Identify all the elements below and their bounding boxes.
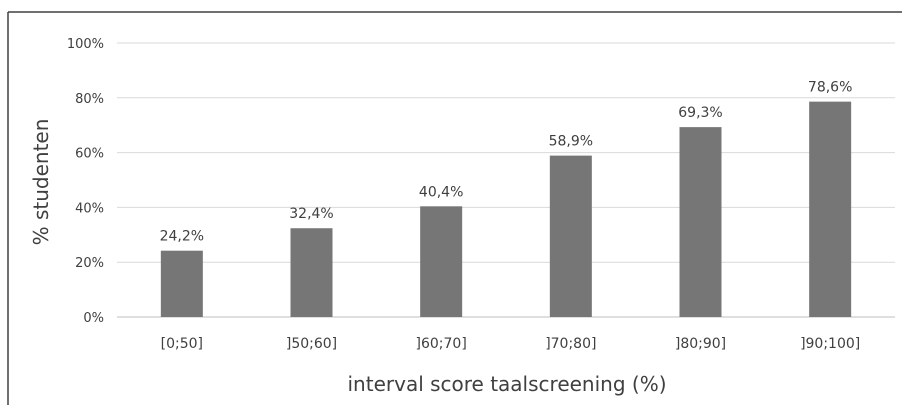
- category-labels: [0;50] ]50;60] ]60;70] ]70;80] ]80;90] ]90;10…: [161, 336, 861, 352]
- category-label: ]60;70]: [416, 336, 467, 352]
- data-labels: 24,2% 32,4% 40,4% 58,9% 69,3% 78,6%: [160, 80, 853, 245]
- data-label: 32,4%: [289, 206, 333, 222]
- y-tick-label: 60%: [75, 147, 104, 162]
- category-label: ]80;90]: [675, 336, 726, 352]
- x-axis-title: interval score taalscreening (%): [348, 372, 667, 396]
- bar: [160, 250, 203, 317]
- data-label: 78,6%: [808, 80, 852, 96]
- gridlines: [117, 42, 895, 318]
- y-tick-label: 100%: [67, 37, 104, 52]
- bar: [549, 155, 592, 317]
- y-tick-labels: 0% 20% 40% 60% 80% 100%: [67, 37, 104, 326]
- data-label: 24,2%: [160, 229, 204, 245]
- data-label: 58,9%: [549, 134, 593, 150]
- category-label: [0;50]: [161, 336, 203, 352]
- data-label: 40,4%: [419, 184, 463, 200]
- y-tick-label: 20%: [75, 256, 104, 271]
- y-tick-label: 80%: [75, 92, 104, 107]
- bar: [420, 206, 463, 317]
- bars: [160, 101, 852, 317]
- bar: [809, 101, 852, 317]
- y-axis-title: % studenten: [29, 119, 53, 246]
- y-tick-label: 0%: [83, 311, 104, 326]
- bar: [290, 228, 333, 317]
- category-label: ]90;100]: [800, 336, 860, 352]
- category-label: ]50;60]: [286, 336, 337, 352]
- data-label: 69,3%: [678, 105, 722, 121]
- y-tick-label: 40%: [75, 201, 104, 216]
- bar: [679, 127, 722, 317]
- category-label: ]70;80]: [545, 336, 596, 352]
